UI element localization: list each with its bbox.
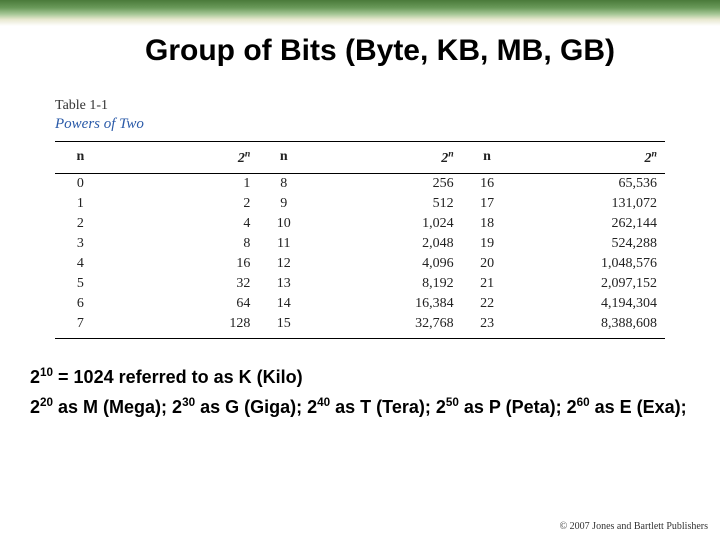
col-header-n: n — [462, 142, 513, 174]
table-row: 71281532,768238,388,608 — [55, 314, 665, 339]
cell-value: 8,192 — [309, 274, 462, 294]
note-line-2: 220 as M (Mega); 230 as G (Giga); 240 as… — [30, 395, 690, 419]
banner-decoration — [0, 0, 720, 26]
col-header-n: n — [55, 142, 106, 174]
col-header-n: n — [258, 142, 309, 174]
cell-n: 21 — [462, 274, 513, 294]
cell-n: 17 — [462, 194, 513, 214]
cell-n: 9 — [258, 194, 309, 214]
footer-credit: © 2007 Jones and Bartlett Publishers — [560, 521, 708, 532]
cell-n: 11 — [258, 234, 309, 254]
cell-value: 16 — [106, 254, 259, 274]
cell-n: 3 — [55, 234, 106, 254]
cell-value: 32 — [106, 274, 259, 294]
cell-n: 1 — [55, 194, 106, 214]
table-container: Table 1-1 Powers of Two n 2n n 2n n 2n 0… — [0, 98, 720, 339]
table-caption: Powers of Two — [55, 116, 665, 133]
cell-n: 15 — [258, 314, 309, 339]
table-row: 24101,02418262,144 — [55, 214, 665, 234]
cell-value: 262,144 — [512, 214, 665, 234]
cell-n: 6 — [55, 294, 106, 314]
cell-value: 128 — [106, 314, 259, 339]
cell-value: 4,096 — [309, 254, 462, 274]
cell-n: 16 — [462, 173, 513, 194]
powers-of-two-table: n 2n n 2n n 2n 0182561665,53612951217131… — [55, 141, 665, 339]
cell-n: 7 — [55, 314, 106, 339]
cell-value: 512 — [309, 194, 462, 214]
col-header-2n: 2n — [512, 142, 665, 174]
cell-n: 10 — [258, 214, 309, 234]
cell-value: 4 — [106, 214, 259, 234]
cell-value: 65,536 — [512, 173, 665, 194]
cell-value: 8 — [106, 234, 259, 254]
cell-n: 13 — [258, 274, 309, 294]
cell-value: 1,024 — [309, 214, 462, 234]
col-header-2n: 2n — [106, 142, 259, 174]
note-line-1: 210 = 1024 referred to as K (Kilo) — [30, 365, 690, 389]
cell-n: 0 — [55, 173, 106, 194]
table-label: Table 1-1 — [55, 98, 665, 114]
slide-title: Group of Bits (Byte, KB, MB, GB) — [0, 34, 720, 68]
cell-value: 256 — [309, 173, 462, 194]
cell-n: 22 — [462, 294, 513, 314]
cell-n: 19 — [462, 234, 513, 254]
cell-value: 524,288 — [512, 234, 665, 254]
cell-value: 32,768 — [309, 314, 462, 339]
cell-n: 5 — [55, 274, 106, 294]
col-header-2n: 2n — [309, 142, 462, 174]
table-row: 38112,04819524,288 — [55, 234, 665, 254]
cell-value: 131,072 — [512, 194, 665, 214]
cell-n: 14 — [258, 294, 309, 314]
cell-n: 18 — [462, 214, 513, 234]
cell-value: 2 — [106, 194, 259, 214]
cell-value: 64 — [106, 294, 259, 314]
table-row: 532138,192212,097,152 — [55, 274, 665, 294]
cell-value: 4,194,304 — [512, 294, 665, 314]
cell-n: 8 — [258, 173, 309, 194]
cell-n: 20 — [462, 254, 513, 274]
cell-n: 12 — [258, 254, 309, 274]
table-row: 6641416,384224,194,304 — [55, 294, 665, 314]
cell-value: 2,097,152 — [512, 274, 665, 294]
cell-n: 4 — [55, 254, 106, 274]
cell-value: 8,388,608 — [512, 314, 665, 339]
table-header-row: n 2n n 2n n 2n — [55, 142, 665, 174]
cell-value: 1,048,576 — [512, 254, 665, 274]
cell-value: 2,048 — [309, 234, 462, 254]
cell-n: 23 — [462, 314, 513, 339]
cell-value: 16,384 — [309, 294, 462, 314]
table-row: 416124,096201,048,576 — [55, 254, 665, 274]
cell-n: 2 — [55, 214, 106, 234]
cell-value: 1 — [106, 173, 259, 194]
notes-block: 210 = 1024 referred to as K (Kilo) 220 a… — [0, 339, 720, 420]
table-row: 0182561665,536 — [55, 173, 665, 194]
table-row: 12951217131,072 — [55, 194, 665, 214]
